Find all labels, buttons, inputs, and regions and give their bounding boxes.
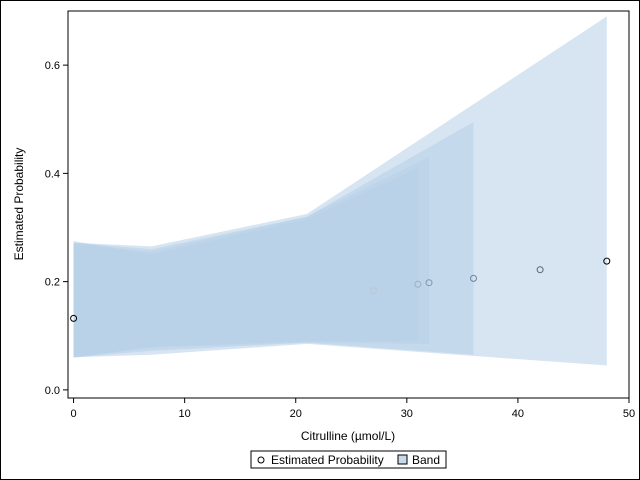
x-axis: 0 10 20 30 40 50 <box>70 398 635 420</box>
y-tick-label: 0.4 <box>45 168 60 180</box>
x-tick-label: 50 <box>623 408 635 420</box>
legend-label-band: Band <box>412 453 440 467</box>
x-tick-label: 20 <box>290 408 302 420</box>
x-tick-label: 0 <box>70 408 76 420</box>
legend-box <box>250 450 447 469</box>
plot-area-border <box>67 10 630 399</box>
legend: Estimated Probability Band <box>250 450 447 469</box>
x-tick-label: 30 <box>401 408 413 420</box>
y-tick-label: 0.2 <box>45 277 60 289</box>
legend-band-swatch <box>397 454 408 465</box>
y-axis: 0.0 0.2 0.4 0.6 <box>45 60 68 397</box>
data-point <box>425 279 433 287</box>
data-point <box>370 287 377 295</box>
x-axis-title: Citrulline (µmol/L) <box>301 429 395 443</box>
data-point <box>70 314 78 322</box>
legend-label-estimated-probability: Estimated Probability <box>271 453 384 467</box>
data-point <box>603 257 611 265</box>
y-tick-label: 0.6 <box>45 60 60 72</box>
data-point <box>536 266 544 274</box>
data-point <box>470 274 477 282</box>
confidence-band-4 <box>73 16 607 366</box>
x-tick-label: 10 <box>179 408 191 420</box>
data-point <box>414 280 422 288</box>
y-axis-title: Estimated Probability <box>12 148 26 261</box>
legend-circle-marker <box>257 456 265 464</box>
x-tick-label: 40 <box>512 408 524 420</box>
band-layer <box>73 16 607 366</box>
point-layer <box>70 257 611 322</box>
y-tick-label: 0.0 <box>45 385 60 397</box>
